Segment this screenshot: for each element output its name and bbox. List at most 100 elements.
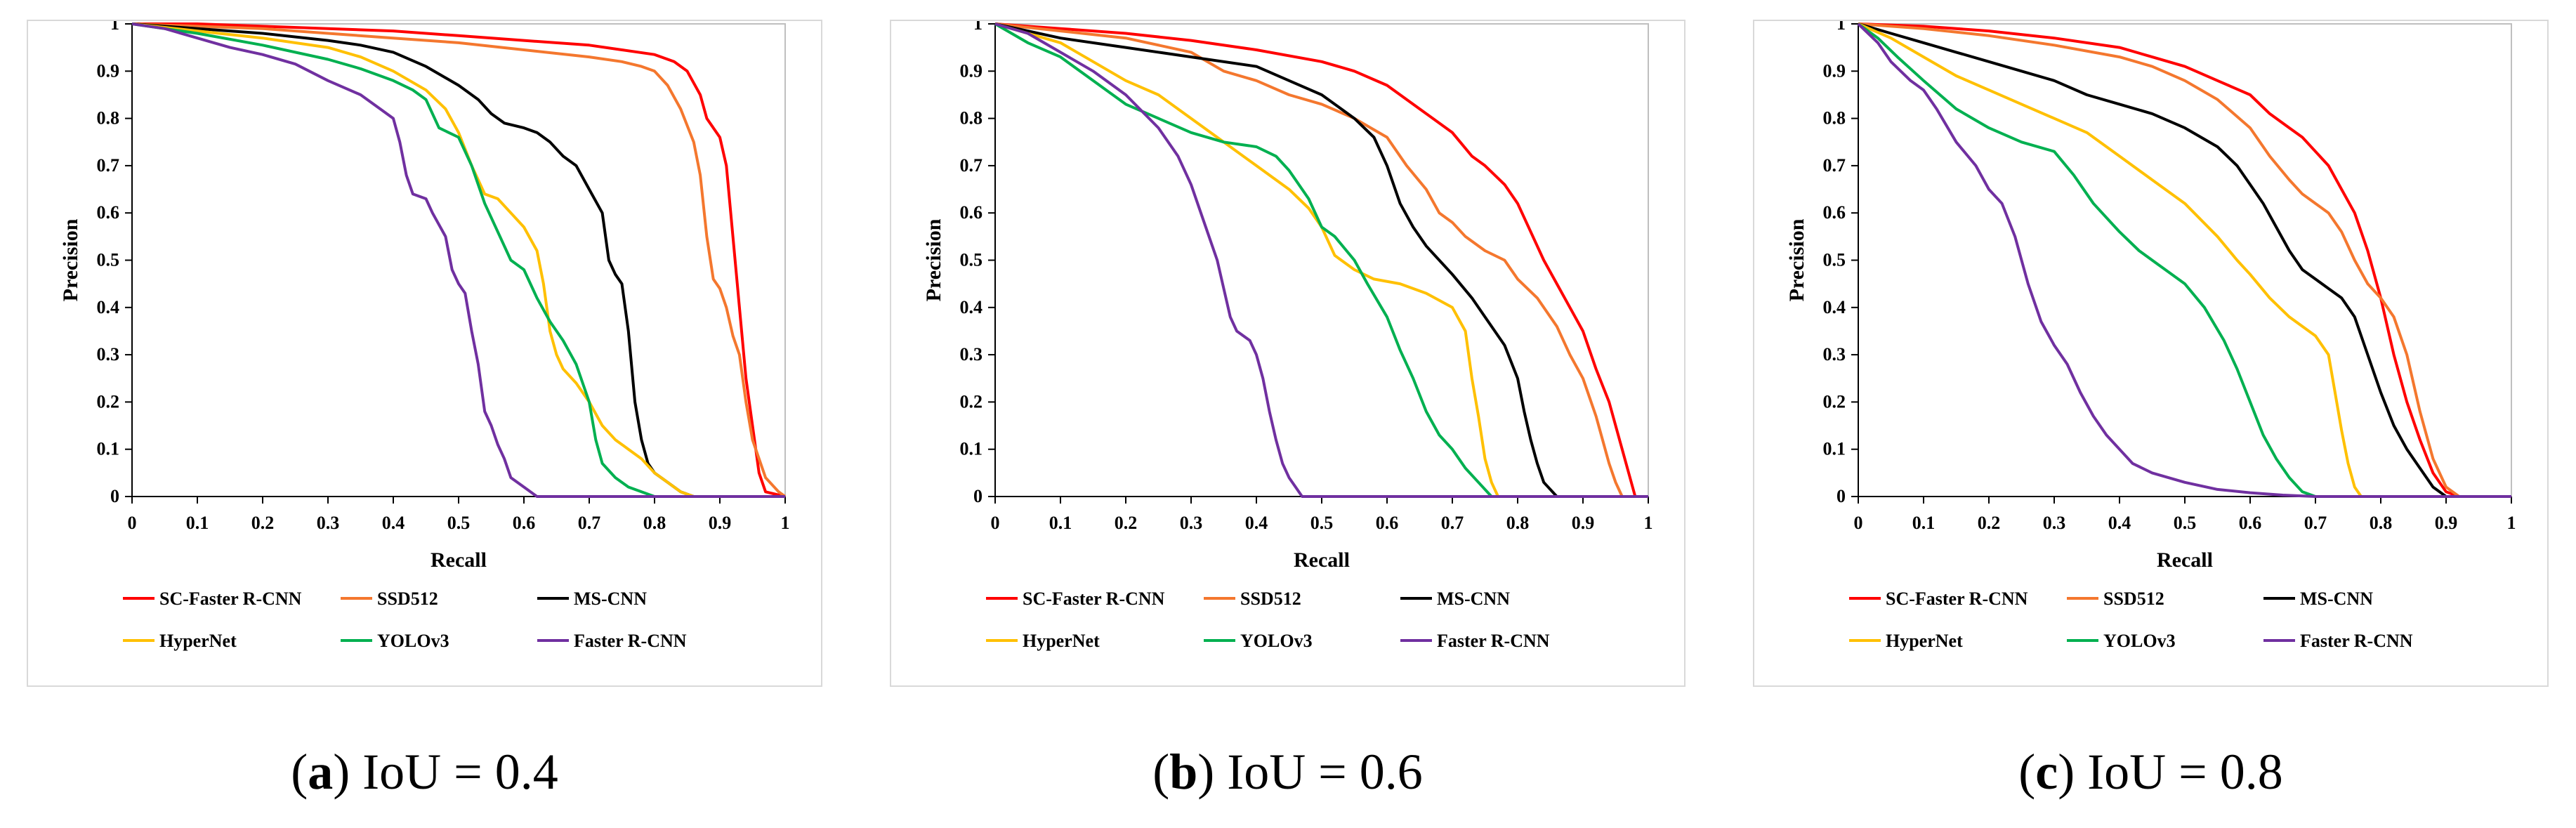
legend-label-hypernet: HyperNet	[159, 631, 237, 651]
y-tick-label: 0.1	[1823, 439, 1846, 459]
legend-label-hypernet: HyperNet	[1023, 631, 1100, 651]
y-tick-label: 0.4	[97, 297, 120, 317]
x-tick-label: 0.6	[1376, 513, 1399, 533]
y-tick-label: 0.1	[960, 439, 983, 459]
x-tick-label: 0.3	[2043, 513, 2066, 533]
x-tick-label: 0.2	[251, 513, 275, 533]
x-tick-label: 0	[1854, 513, 1863, 533]
y-axis-label: Precision	[1785, 218, 1808, 301]
y-axis-label: Precision	[59, 218, 82, 301]
series-line-ms-cnn	[1858, 22, 2511, 498]
caption-b: (b) IoU = 0.6	[1152, 744, 1423, 800]
y-tick-label: 0.5	[1823, 250, 1846, 270]
x-tick-label: 0.1	[186, 513, 209, 533]
series-line-ms-cnn	[131, 22, 785, 498]
y-tick-label: 0.5	[97, 250, 120, 270]
x-axis-label: Recall	[2157, 548, 2213, 572]
series-line-faster-r-cnn	[131, 22, 785, 498]
x-tick-label: 0.8	[2370, 513, 2393, 533]
caption-letter: a	[308, 744, 334, 800]
x-tick-label: 0.5	[447, 513, 471, 533]
pr-curve-chart-a: 0 0.1 0.2 0.3 0.4 0.5 0.6 0.7 0.8 0.9 1 0 0.1 0.2 0.3 0…	[59, 21, 790, 651]
plot-area-border	[131, 23, 786, 497]
y-tick-label: 0.8	[960, 108, 983, 129]
legend-label-yolov3: YOLOv3	[2103, 631, 2176, 651]
series-line-ssd512	[994, 22, 1648, 498]
x-tick-label: 0.8	[1506, 513, 1530, 533]
x-tick-label: 0.9	[2435, 513, 2458, 533]
legend-label-faster-r-cnn: Faster R-CNN	[574, 631, 687, 651]
legend-label-sc-faster-r-cnn: SC-Faster R-CNN	[1023, 589, 1165, 609]
y-tick-label: 0.6	[97, 202, 120, 223]
chart-panel-a: 0 0.1 0.2 0.3 0.4 0.5 0.6 0.7 0.8 0.9 1 0 0.1 0.2 0.3 0…	[27, 20, 822, 687]
x-tick-label: 0.6	[2239, 513, 2262, 533]
y-tick-label: 1	[973, 21, 983, 34]
y-tick-label: 0.6	[960, 202, 983, 223]
x-tick-label: 0.4	[382, 513, 405, 533]
caption-text: ) IoU = 0.8	[2058, 744, 2283, 800]
series-line-faster-r-cnn	[1857, 22, 2511, 498]
caption-letter: b	[1169, 744, 1198, 800]
x-tick-label: 0.4	[2108, 513, 2131, 533]
y-tick-label: 0.2	[1823, 391, 1846, 412]
legend-label-faster-r-cnn: Faster R-CNN	[2300, 631, 2413, 651]
y-tick-label: 1	[1836, 21, 1846, 34]
x-tick-label: 0.5	[2174, 513, 2197, 533]
series-line-yolov3	[131, 22, 785, 498]
y-tick-label: 0.9	[97, 60, 120, 81]
y-tick-label: 0.8	[1823, 108, 1846, 129]
y-tick-label: 0.9	[960, 60, 983, 81]
caption-c: (c) IoU = 0.8	[2018, 744, 2283, 800]
y-tick-label: 0.3	[960, 344, 983, 364]
y-tick-label: 0.4	[1823, 297, 1846, 317]
y-tick-label: 0.9	[1823, 60, 1846, 81]
y-tick-label: 0.2	[97, 391, 120, 412]
pr-curve-chart-b: 0 0.1 0.2 0.3 0.4 0.5 0.6 0.7 0.8 0.9 1 0 0.1 0.2 0.3 0…	[922, 21, 1653, 651]
y-tick-label: 0.2	[960, 391, 983, 412]
series-line-hypernet	[1858, 22, 2511, 498]
x-tick-label: 0	[128, 513, 137, 533]
series-line-ssd512	[131, 22, 787, 498]
series-line-yolov3	[1857, 22, 2511, 498]
caption-text: ) IoU = 0.4	[333, 744, 558, 800]
legend-label-sc-faster-r-cnn: SC-Faster R-CNN	[159, 589, 302, 609]
legend-label-yolov3: YOLOv3	[1240, 631, 1313, 651]
series-line-sc-faster-r-cnn	[994, 22, 1648, 498]
y-tick-label: 0.8	[97, 108, 120, 129]
legend-label-faster-r-cnn: Faster R-CNN	[1437, 631, 1550, 651]
y-tick-label: 0.4	[960, 297, 983, 317]
y-axis-label: Precision	[922, 218, 945, 301]
series-line-sc-faster-r-cnn	[132, 22, 786, 498]
y-tick-label: 0.7	[97, 155, 120, 176]
x-tick-label: 0	[991, 513, 1000, 533]
y-tick-label: 0	[973, 486, 983, 506]
x-tick-label: 0.1	[1912, 513, 1936, 533]
y-tick-label: 0	[1836, 486, 1846, 506]
x-tick-label: 0.4	[1245, 513, 1268, 533]
y-tick-label: 0.3	[1823, 344, 1846, 364]
x-tick-label: 0.7	[2304, 513, 2327, 533]
y-tick-label: 0.1	[97, 439, 120, 459]
x-tick-label: 0.9	[709, 513, 732, 533]
series-line-hypernet	[994, 22, 1648, 498]
x-tick-label: 0.6	[513, 513, 536, 533]
y-tick-label: 1	[110, 21, 119, 34]
plot-area-border	[1858, 23, 2512, 497]
series-line-faster-r-cnn	[994, 22, 1648, 498]
x-tick-label: 0.3	[317, 513, 340, 533]
x-tick-label: 1	[2507, 513, 2516, 533]
x-tick-label: 1	[1644, 513, 1653, 533]
series-line-yolov3	[994, 22, 1648, 498]
y-tick-label: 0.7	[960, 155, 983, 176]
series-line-ms-cnn	[994, 22, 1648, 498]
x-axis-label: Recall	[431, 548, 487, 572]
y-tick-label: 0	[110, 486, 119, 506]
pr-curve-chart-c: 0 0.1 0.2 0.3 0.4 0.5 0.6 0.7 0.8 0.9 1 0 0.1 0.2 0.3 0…	[1785, 21, 2516, 651]
series-line-hypernet	[131, 22, 785, 498]
series-line-ssd512	[1858, 22, 2511, 498]
y-tick-label: 0.3	[97, 344, 120, 364]
legend-label-ssd512: SSD512	[2103, 589, 2164, 609]
chart-panel-c: 0 0.1 0.2 0.3 0.4 0.5 0.6 0.7 0.8 0.9 1 0 0.1 0.2 0.3 0…	[1753, 20, 2549, 687]
legend-label-ssd512: SSD512	[377, 589, 438, 609]
y-tick-label: 0.6	[1823, 202, 1846, 223]
